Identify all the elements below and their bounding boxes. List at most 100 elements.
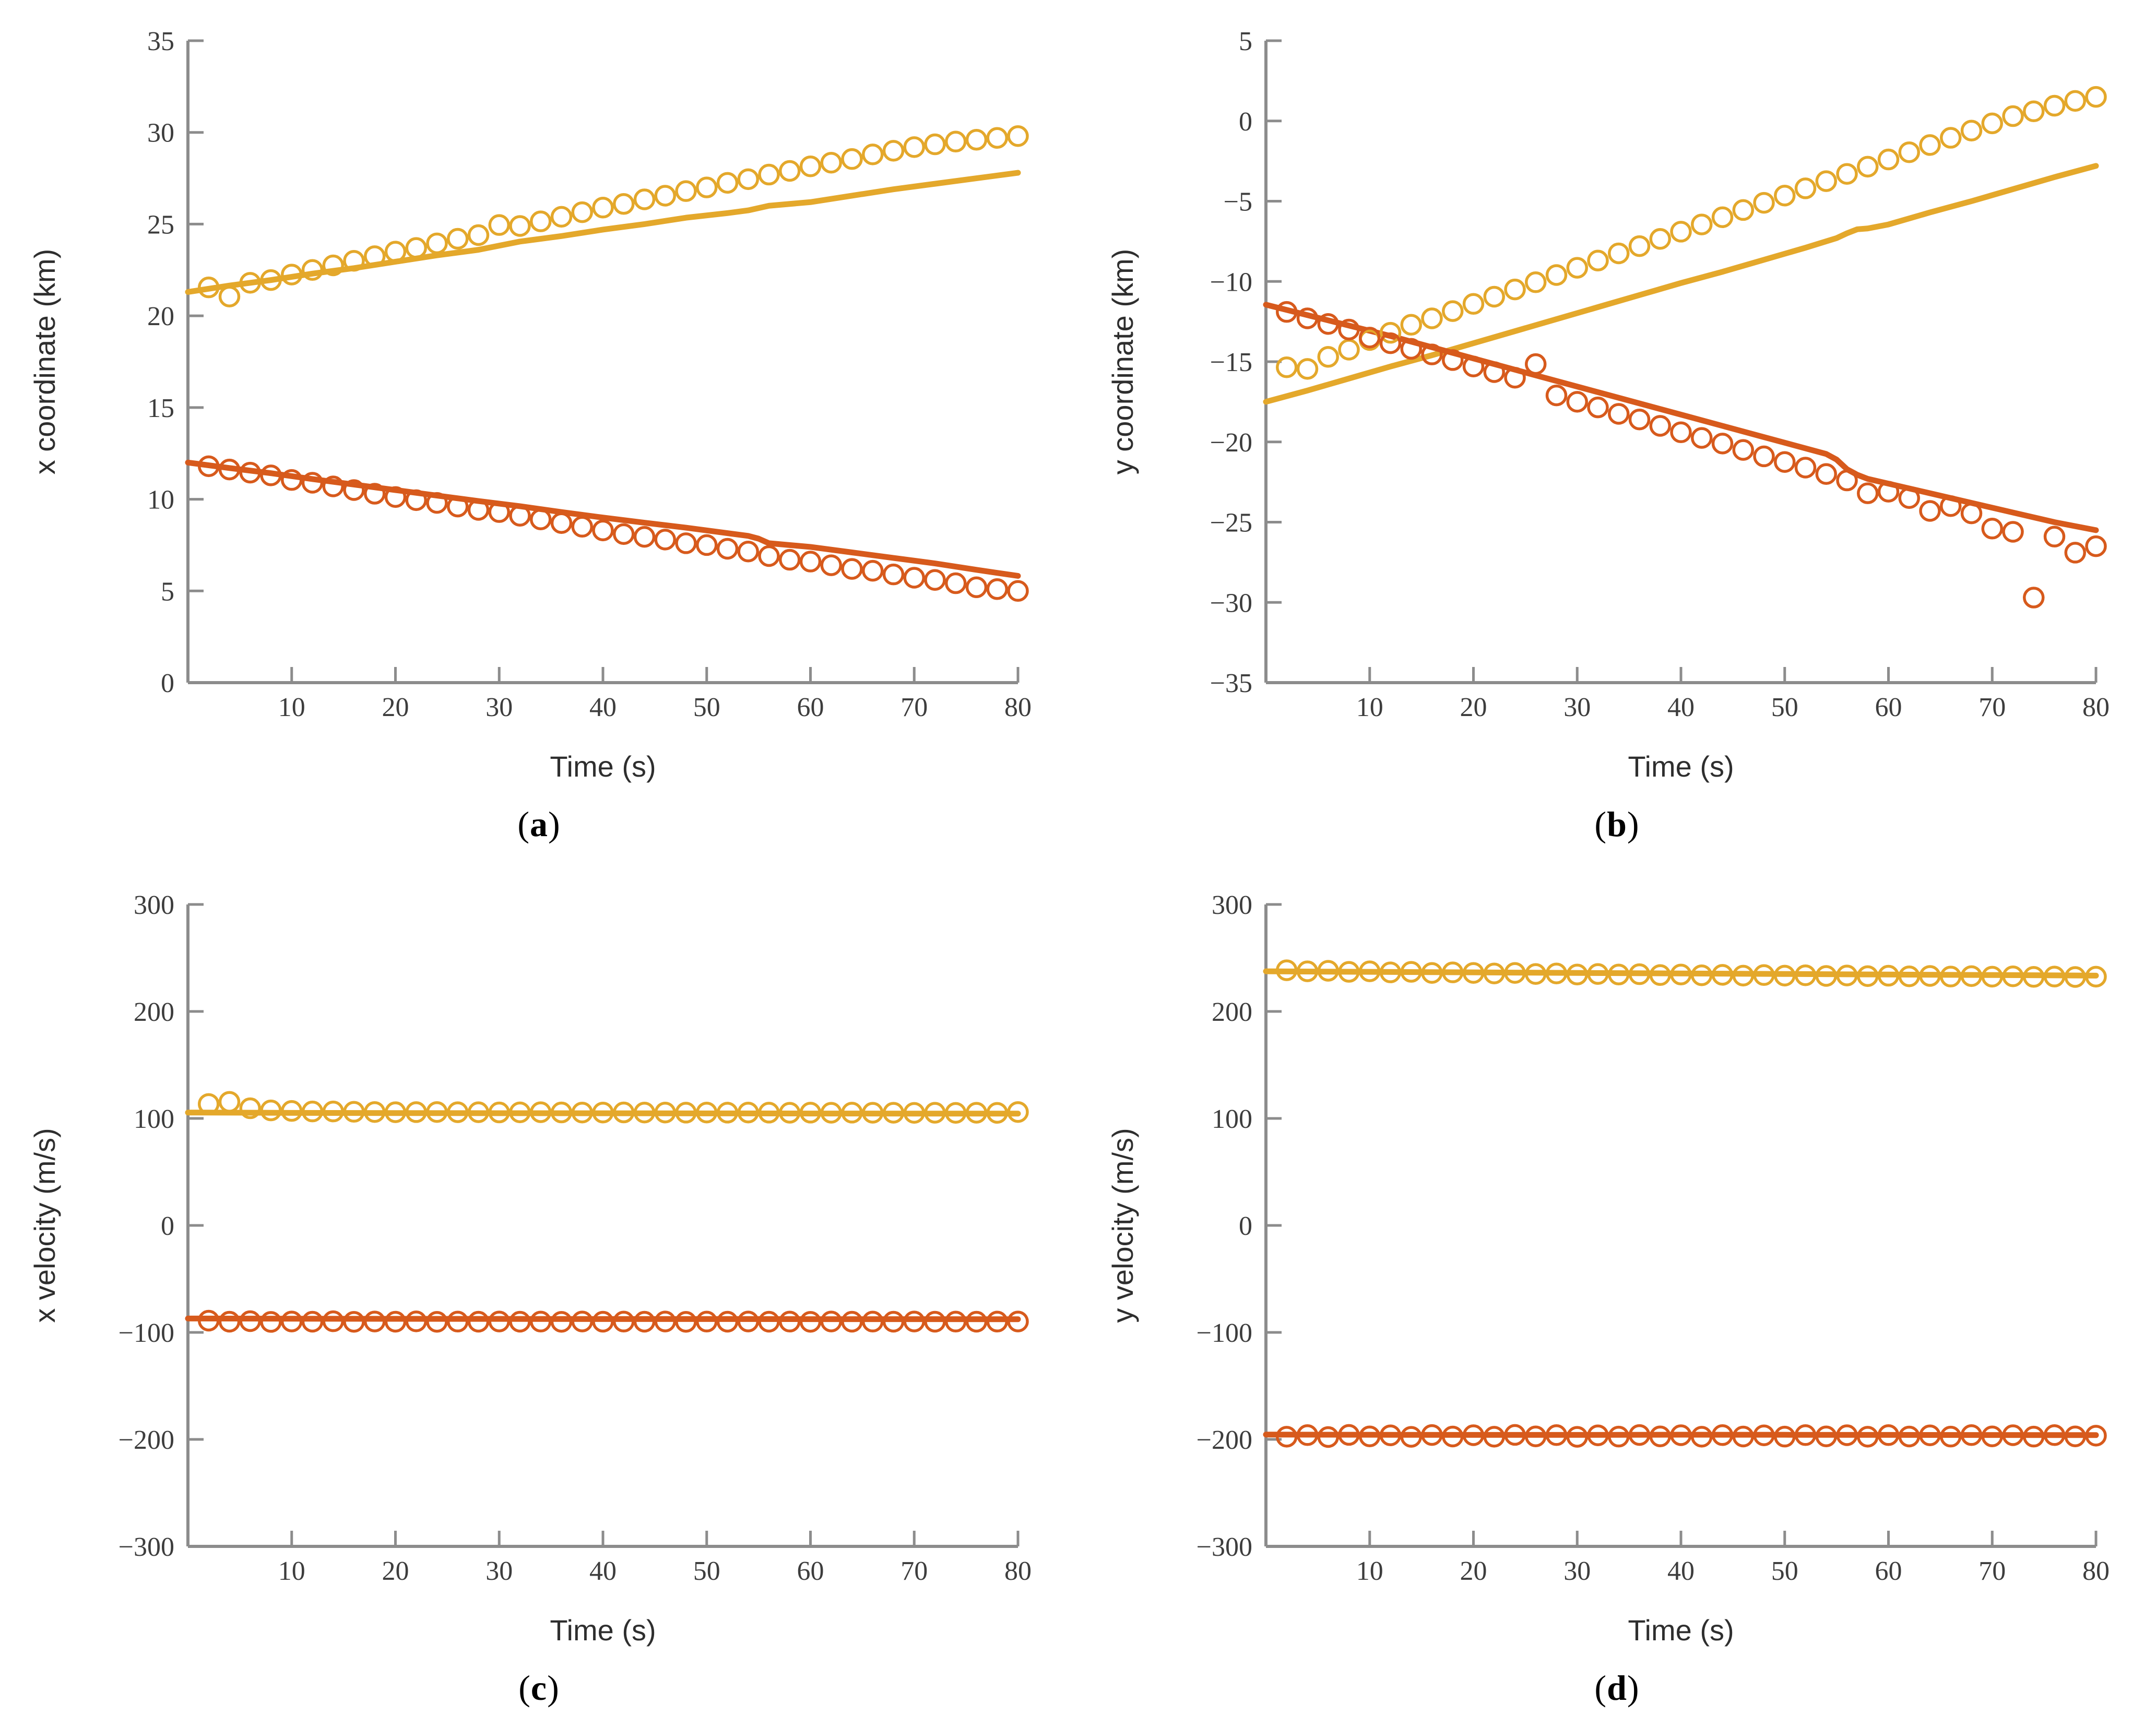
data-point-marker-uav2-measurement-markers [1940,1425,1962,1448]
x-tick-label: 60 [1875,1556,1902,1586]
data-point-marker-uav2-measurement-markers [654,1310,676,1332]
data-point-marker-uav1-measurement-markers [882,1102,905,1124]
data-point-marker-uav2-measurement-markers [1296,307,1319,329]
data-point-marker-uav2-measurement-markers [882,1310,905,1333]
data-point-marker-uav2-measurement-markers [1525,353,1547,375]
data-point-marker-uav1-measurement-markers [1774,964,1796,987]
data-point-marker-uav1-measurement-markers [965,1102,988,1124]
sublabel-paren-open: ( [518,1668,531,1708]
data-point-marker-uav2-measurement-markers [1753,1424,1775,1446]
y-tick-label: 15 [147,394,174,423]
data-point-marker-uav2-measurement-markers [322,1310,344,1332]
data-point-marker-uav1-measurement-markers [1732,964,1754,987]
data-point-marker-uav1-measurement-markers [239,1097,261,1119]
data-point-marker-uav1-measurement-markers [405,1101,427,1123]
data-point-marker-uav1-measurement-markers [1794,964,1817,986]
data-point-marker-uav1-measurement-markers [1774,184,1796,207]
data-point-marker-uav2-measurement-markers [1483,361,1505,383]
data-point-marker-uav2-measurement-markers [405,489,427,511]
data-point-marker-uav1-measurement-markers [1836,964,1858,986]
data-point-marker-uav1-measurement-markers [322,254,344,277]
data-point-marker-uav2-measurement-markers [613,523,635,545]
data-point-marker-uav2-measurement-markers [1483,1426,1505,1448]
data-point-marker-uav1-measurement-markers [1338,339,1360,361]
data-point-marker-uav2-measurement-markers [1608,1425,1630,1448]
sublabel-letter: c [530,1668,548,1708]
x-tick-label: 50 [693,1556,720,1586]
data-point-marker-uav2-measurement-markers [1628,1424,1651,1446]
y-tick-label: 200 [1212,997,1252,1027]
data-point-marker-uav2-measurement-markers [467,499,490,521]
series-line-uav1-estimate-line [185,170,1021,295]
data-point-marker-uav1-measurement-markers [1670,963,1692,986]
data-point-marker-uav2-measurement-markers [467,1310,490,1333]
data-point-marker-uav2-measurement-markers [1400,1426,1422,1448]
data-point-marker-uav2-measurement-markers [758,1310,780,1333]
x-tick-label: 70 [901,1556,928,1586]
data-point-marker-uav1-measurement-markers [654,185,676,207]
data-point-marker-uav1-measurement-markers [799,155,822,177]
data-point-marker-uav2-measurement-markers [1857,1426,1879,1448]
data-point-marker-uav2-measurement-markers [322,475,344,497]
y-tick-label: 200 [134,997,174,1027]
data-point-marker-uav1-measurement-markers [2002,105,2024,127]
data-point-marker-uav1-measurement-markers [633,1101,656,1124]
y-tick-label: −300 [1197,1532,1252,1562]
data-point-marker-uav2-measurement-markers [1462,1424,1485,1446]
data-point-marker-uav1-measurement-markers [571,201,593,223]
data-point-marker-uav1-measurement-markers [613,193,635,215]
data-point-marker-uav1-measurement-markers [1504,962,1526,984]
data-point-marker-uav1-measurement-markers [1587,249,1609,272]
y-axis-label: y velocity (m/s) [1106,1128,1139,1322]
data-point-marker-uav1-measurement-markers [1732,199,1754,221]
data-point-marker-uav2-measurement-markers [737,1310,759,1332]
data-point-marker-uav2-measurement-markers [488,501,510,523]
data-point-marker-uav1-measurement-markers [1649,228,1671,250]
y-tick-label: 0 [161,1211,174,1241]
data-point-marker-uav2-measurement-markers [1566,1426,1588,1448]
data-point-marker-uav1-measurement-markers [1815,965,1837,987]
x-tick-label: 10 [278,1556,305,1586]
x-tick-label: 60 [797,1556,824,1586]
x-tick-label: 40 [1667,1556,1695,1586]
y-axis-label: x coordinate (km) [28,249,61,475]
data-point-marker-uav2-measurement-markers [1670,1424,1692,1446]
data-point-marker-uav2-measurement-markers [1545,1424,1568,1446]
data-point-marker-uav1-measurement-markers [1877,148,1900,171]
data-point-marker-uav2-measurement-markers [592,1310,614,1333]
data-point-marker-uav1-measurement-markers [1421,962,1443,984]
data-point-marker-uav2-measurement-markers [1007,580,1029,602]
data-point-marker-uav2-measurement-markers [281,1310,303,1332]
series-line-uav1-estimate-line [1263,968,2099,979]
data-point-marker-uav1-measurement-markers [965,129,988,151]
data-point-marker-uav2-measurement-markers [841,1310,863,1333]
data-point-marker-uav2-measurement-markers [945,1310,967,1333]
data-point-marker-uav1-measurement-markers [1462,293,1485,315]
x-tick-label: 60 [1875,693,1902,722]
data-point-marker-uav2-measurement-markers [1877,1424,1900,1446]
data-point-marker-uav1-measurement-markers [1338,961,1360,983]
data-point-marker-uav2-measurement-markers [2023,1425,2045,1448]
data-point-marker-uav1-measurement-markers [1877,964,1900,987]
data-point-marker-uav1-measurement-markers [2023,100,2045,123]
data-point-marker-uav2-measurement-markers [820,554,842,576]
data-point-marker-uav1-measurement-markers [1898,141,1920,163]
data-point-marker-uav1-measurement-markers [509,1101,531,1124]
x-tick-label: 40 [589,1556,617,1586]
data-point-marker-uav2-measurement-markers [1794,1424,1817,1446]
data-point-marker-uav2-measurement-markers [945,572,967,594]
data-point-marker-uav1-measurement-markers [1545,962,1568,984]
data-point-marker-uav1-measurement-markers [862,144,884,165]
data-point-marker-uav1-measurement-markers [903,1102,925,1124]
data-point-marker-uav1-measurement-markers [447,228,469,250]
data-point-marker-uav2-measurement-markers [447,1310,469,1333]
data-point-marker-uav2-measurement-markers [1691,427,1713,449]
data-point-marker-uav2-measurement-markers [2064,542,2086,564]
data-point-marker-uav1-measurement-markers [1981,966,2003,988]
data-point-marker-uav2-measurement-markers [1379,332,1402,354]
data-point-marker-uav2-measurement-markers [1338,1424,1360,1446]
data-point-marker-uav2-measurement-markers [301,1310,324,1333]
sublabel-paren-open: ( [1594,804,1607,844]
data-point-marker-uav2-measurement-markers [1421,1424,1443,1446]
data-point-marker-uav2-measurement-markers [2064,1425,2086,1448]
